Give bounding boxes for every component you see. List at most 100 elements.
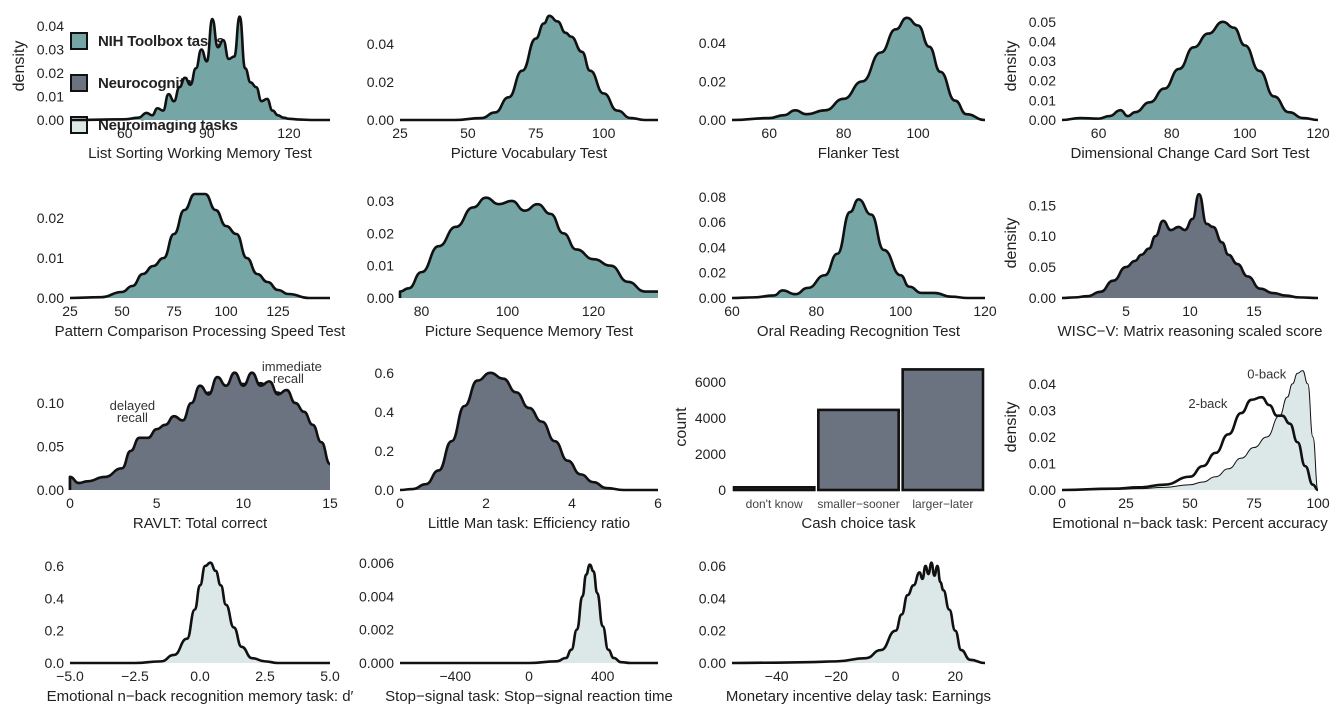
x-tick-label: 75 bbox=[528, 125, 544, 141]
density-fill bbox=[400, 564, 658, 663]
y-axis-label: density bbox=[1003, 218, 1020, 269]
x-tick-label: 80 bbox=[1164, 125, 1180, 141]
x-tick-label: 2 bbox=[482, 495, 490, 511]
x-tick-label: −40 bbox=[765, 668, 789, 684]
y-tick-label: 0.4 bbox=[375, 404, 395, 420]
x-tick-label: 10 bbox=[236, 495, 252, 511]
x-tick-label: 80 bbox=[414, 303, 430, 319]
density-fill bbox=[70, 562, 330, 663]
y-tick-label: 0.00 bbox=[37, 482, 64, 498]
x-tick-label: 5.0 bbox=[320, 668, 340, 684]
y-tick-label: 0.02 bbox=[699, 265, 726, 281]
x-tick-label: −400 bbox=[440, 668, 472, 684]
x-tick-label: 100 bbox=[906, 125, 930, 141]
x-tick-label: 0 bbox=[892, 668, 900, 684]
y-tick-label: 0.10 bbox=[37, 395, 64, 411]
y-tick-label: 4000 bbox=[695, 410, 726, 426]
x-axis-label: Oral Reading Recognition Test bbox=[757, 323, 961, 340]
legend-swatch-nih bbox=[70, 32, 88, 50]
panel-9: 0.00 0.05 0.10 RAVLT: Total correct 0 5 10 15 im… bbox=[37, 359, 338, 532]
y-tick-label: 0.04 bbox=[699, 590, 726, 606]
x-tick-label: 25 bbox=[62, 303, 78, 319]
panel-7: 0.00 0.02 0.04 0.06 0.08 Oral Reading Recogni… bbox=[699, 189, 997, 340]
legend-swatch-neurocognitive bbox=[70, 74, 88, 92]
x-tick-label: 100 bbox=[1306, 495, 1330, 511]
panel-2: 0.00 0.02 0.04 Picture Vocabulary Test 25 50 7… bbox=[367, 14, 658, 162]
panel-15: 0.00 0.02 0.04 0.06 Monetary incentive delay… bbox=[699, 558, 991, 705]
y-tick-label: 0.03 bbox=[1029, 402, 1056, 418]
x-tick-label: 15 bbox=[1246, 303, 1262, 319]
y-tick-label: 0.00 bbox=[699, 290, 726, 306]
panel-10: 0.0 0.2 0.4 0.6 Little Man task: Efficiency … bbox=[375, 365, 663, 532]
y-tick-label: 0.02 bbox=[699, 73, 726, 89]
annotation-label: recall bbox=[117, 410, 148, 425]
x-tick-label: 120 bbox=[973, 303, 997, 319]
y-tick-label: 0.01 bbox=[1029, 455, 1056, 471]
x-tick-label: 60 bbox=[724, 303, 740, 319]
x-axis-label: Stop−signal task: Stop−signal reaction t… bbox=[385, 688, 673, 705]
x-axis-label: WISC−V: Matrix reasoning scaled score bbox=[1058, 323, 1323, 340]
x-tick-label: 25 bbox=[392, 125, 408, 141]
x-tick-label: 60 bbox=[117, 125, 133, 141]
y-tick-label: 0.04 bbox=[699, 35, 726, 51]
density-curve bbox=[400, 563, 658, 665]
x-tick-label: 100 bbox=[889, 303, 913, 319]
density-curve bbox=[70, 561, 330, 665]
y-tick-label: 0.02 bbox=[37, 65, 64, 81]
y-tick-label: 0.0 bbox=[375, 482, 395, 498]
y-axis-label: density bbox=[1003, 41, 1020, 92]
x-tick-label: 0 bbox=[66, 495, 74, 511]
panel-6: 0.00 0.01 0.02 0.03 Picture Sequence Memory … bbox=[367, 193, 658, 340]
x-tick-label: −2.5 bbox=[121, 668, 149, 684]
x-tick-label: −20 bbox=[824, 668, 848, 684]
x-tick-label: 60 bbox=[1091, 125, 1107, 141]
panel-11: 0 2000 4000 6000 count Cash choice task don't … bbox=[673, 368, 985, 532]
x-tick-label: 15 bbox=[322, 495, 338, 511]
density-fill bbox=[732, 199, 985, 298]
bar bbox=[901, 368, 985, 492]
x-tick-label: 400 bbox=[591, 668, 615, 684]
y-tick-label: 0.04 bbox=[1029, 33, 1056, 49]
annotation-label: 0-back bbox=[1247, 367, 1287, 382]
density-curve bbox=[1061, 192, 1319, 300]
annotation-label: delayed bbox=[110, 398, 156, 413]
panel-5: 0.00 0.01 0.02 Pattern Comparison Processin… bbox=[37, 192, 346, 340]
x-tick-label: 10 bbox=[1182, 303, 1198, 319]
y-tick-label: 0.00 bbox=[699, 655, 726, 671]
y-tick-label: 0.04 bbox=[699, 239, 726, 255]
x-tick-label: 125 bbox=[266, 303, 290, 319]
x-tick-label: 100 bbox=[1233, 125, 1257, 141]
y-tick-label: 0.002 bbox=[359, 622, 394, 638]
legend-item-nih: NIH Toolbox tasks bbox=[70, 28, 246, 54]
bar bbox=[817, 408, 900, 492]
density-fill bbox=[70, 372, 330, 490]
x-tick-label: 0.0 bbox=[190, 668, 210, 684]
y-axis-label: density bbox=[1003, 402, 1020, 453]
x-axis-label: Picture Sequence Memory Test bbox=[425, 323, 634, 340]
y-tick-label: 0.01 bbox=[1029, 92, 1056, 108]
x-tick-label: 50 bbox=[114, 303, 130, 319]
y-tick-label: 0.04 bbox=[367, 36, 394, 52]
panel-8: 0.00 0.05 0.10 0.15 density WISC−V: Matrix re… bbox=[1003, 192, 1323, 340]
panel-4: 0.00 0.01 0.02 0.03 0.04 0.05 density Dimension… bbox=[1003, 14, 1330, 162]
y-tick-label: 0.02 bbox=[37, 210, 64, 226]
density-curve bbox=[731, 198, 985, 300]
y-tick-label: 0.00 bbox=[699, 112, 726, 128]
y-tick-label: 0.00 bbox=[1029, 290, 1056, 306]
y-tick-label: 0.04 bbox=[37, 18, 64, 34]
density-fill bbox=[400, 15, 658, 120]
y-tick-label: 0.00 bbox=[367, 112, 394, 128]
y-tick-label: 0.08 bbox=[699, 189, 726, 205]
y-tick-label: 0.03 bbox=[1029, 53, 1056, 69]
panel-14: 0.000 0.002 0.004 0.006 Stop−signal task: St… bbox=[359, 555, 673, 705]
y-tick-label: 0.00 bbox=[367, 290, 394, 306]
y-axis-label: count bbox=[673, 407, 690, 447]
y-tick-label: 0.004 bbox=[359, 588, 394, 604]
y-tick-label: 0.006 bbox=[359, 555, 394, 571]
x-tick-label: larger−later bbox=[912, 497, 973, 511]
y-tick-label: 0.06 bbox=[699, 214, 726, 230]
density-fill bbox=[70, 194, 330, 298]
density-fill bbox=[1062, 370, 1318, 490]
y-tick-label: 0.00 bbox=[1029, 482, 1056, 498]
density-fill bbox=[1062, 21, 1318, 120]
